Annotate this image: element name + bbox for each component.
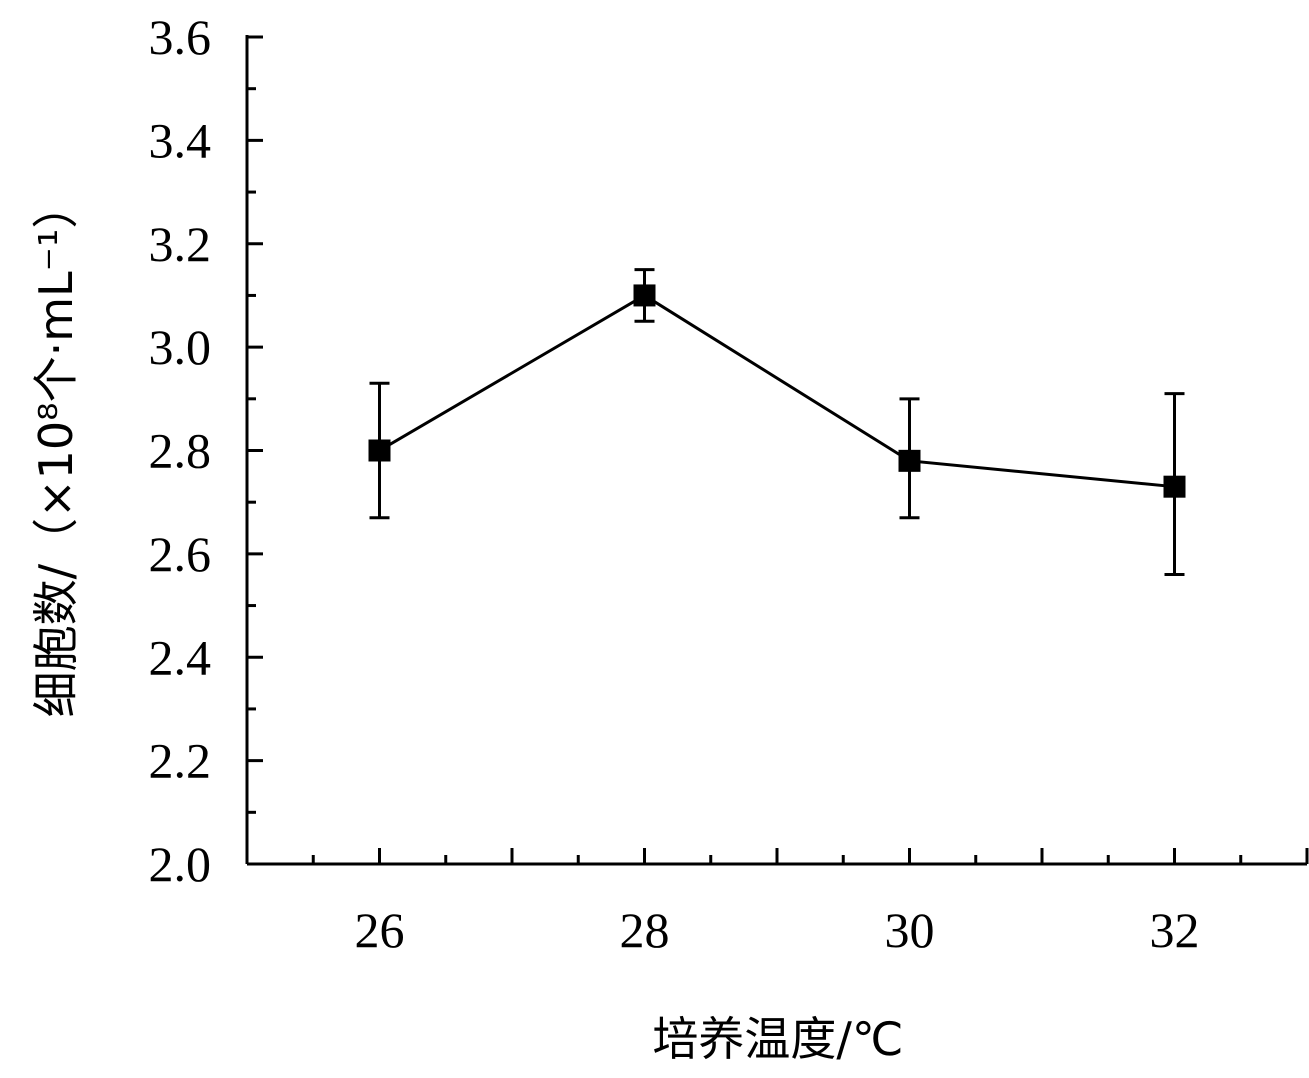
series-line <box>378 293 1175 489</box>
y-tick-label: 2.8 <box>149 423 212 479</box>
x-tick-label: 26 <box>355 902 405 958</box>
y-tick-label: 2.6 <box>149 526 212 582</box>
y-tick-label: 2.0 <box>149 836 212 892</box>
x-tick-label: 32 <box>1150 902 1200 958</box>
y-axis-label: 细胞数/（×10⁸个·mL⁻¹） <box>29 183 83 718</box>
y-tick-label: 3.6 <box>149 9 212 65</box>
y-tick-label: 2.4 <box>149 629 212 685</box>
plot-area <box>368 268 1186 577</box>
y-tick-label: 3.0 <box>149 319 212 375</box>
data-point-marker <box>633 284 656 307</box>
y-tick-label: 3.4 <box>149 112 212 168</box>
x-ticks: 26 28 30 32 <box>245 848 1309 958</box>
x-tick-label: 28 <box>620 902 670 958</box>
y-tick-label: 3.2 <box>149 216 212 272</box>
y-ticks: 2.0 2.2 2.4 2.6 2.8 3.0 3.2 3.4 3.6 <box>149 9 263 892</box>
axes <box>245 35 1307 866</box>
x-tick-label: 30 <box>885 902 935 958</box>
x-axis-label: 培养温度/℃ <box>652 1012 903 1066</box>
data-point-marker <box>898 449 921 472</box>
data-point-marker <box>1163 475 1186 498</box>
data-point-marker <box>368 439 391 462</box>
y-tick-label: 2.2 <box>149 733 212 789</box>
